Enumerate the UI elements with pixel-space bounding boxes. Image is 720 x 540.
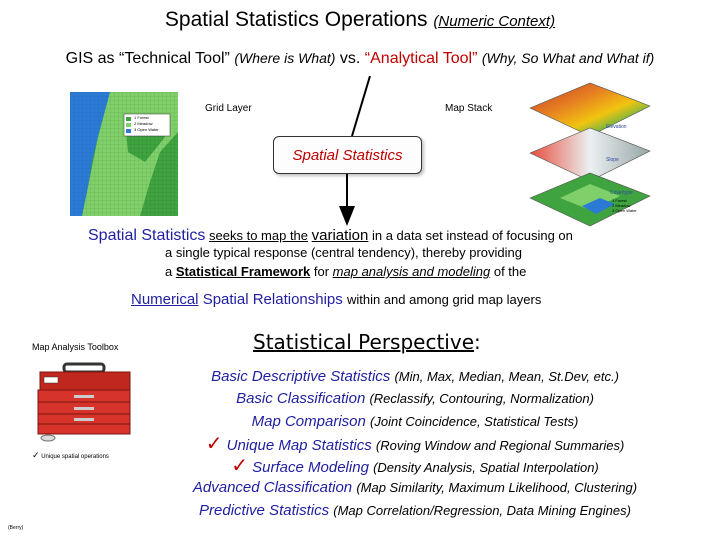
definition-text: seeks to map the <box>209 228 309 243</box>
map-stack-image <box>529 82 651 227</box>
operation-detail: (Joint Coincidence, Statistical Tests) <box>370 413 579 429</box>
definition-line-2: a single typical response (central tende… <box>165 245 522 260</box>
operation-label: Unique Map Statistics <box>226 436 372 454</box>
definition-line-3: a Statistical Framework for map analysis… <box>165 264 526 279</box>
flow-arrows <box>339 76 371 226</box>
covertype-legend: 1 Forest 2 Meadow 3 Open Water <box>612 198 637 213</box>
list-item: Map Comparison (Joint Coincidence, Stati… <box>165 411 665 433</box>
operation-label: Basic Classification <box>236 390 366 408</box>
arrow-down-head <box>339 206 355 226</box>
list-item: Basic Descriptive Statistics (Min, Max, … <box>165 366 665 388</box>
grid-layer-label: Grid Layer <box>205 103 252 114</box>
operation-label: Surface Modeling <box>252 459 369 477</box>
check-icon: ✓ <box>205 432 223 455</box>
subtitle-analytical-note: (Why, So What and What if) <box>481 50 655 66</box>
grid-layer-map <box>70 92 178 216</box>
operation-detail: (Reclassify, Contouring, Normalization) <box>369 391 594 407</box>
numerical-relationships: Numerical Spatial Relationships within a… <box>131 291 541 308</box>
toolbox-label: Map Analysis Toolbox <box>32 342 119 352</box>
operation-detail: (Roving Window and Regional Summaries) <box>375 437 625 453</box>
toolbox-handle <box>62 362 106 374</box>
grid-legend-item: 1 Forest <box>134 115 149 120</box>
grid-legend-item: 2 Meadow <box>134 121 153 126</box>
title-sub: (Numeric Context) <box>433 13 556 30</box>
covertype-legend-item: 2 Meadow <box>612 203 631 208</box>
covertype-legend-item: 1 Forest <box>612 198 627 203</box>
definition-text: a <box>165 264 173 279</box>
list-item: Basic Classification (Reclassify, Contou… <box>165 388 665 410</box>
slide-title: Spatial Statistics Operations (Numeric C… <box>0 8 720 32</box>
definition-term: Spatial Statistics <box>88 227 206 244</box>
slide-subtitle: GIS as “Technical Tool” (Where is What) … <box>0 50 720 68</box>
list-item: ✓ Surface Modeling (Density Analysis, Sp… <box>165 455 665 477</box>
definition-line-1: Spatial Statistics seeks to map the vari… <box>88 227 573 245</box>
operation-detail: (Map Similarity, Maximum Likelihood, Clu… <box>356 480 638 496</box>
definition-text: of the <box>493 264 527 279</box>
unique-operations-note: ✓ Unique spatial operations <box>32 450 109 461</box>
map-stack-label: Map Stack <box>445 103 493 114</box>
subtitle-technical-note: (Where is What) <box>234 50 336 66</box>
layer-label-elevation: Elevation <box>606 124 627 130</box>
operation-detail: (Density Analysis, Spatial Interpolation… <box>373 460 599 476</box>
definition-variation: variation <box>311 227 369 244</box>
definition-text: in a data set instead of focusing on <box>371 228 573 243</box>
grid-legend-item: 3 Open Water <box>134 127 159 132</box>
perspective-heading: Statistical Perspective: <box>253 330 481 354</box>
author-credit: (Berry) <box>8 525 24 531</box>
operation-label: Predictive Statistics <box>199 501 330 519</box>
title-main: Spatial Statistics Operations <box>164 8 428 31</box>
perspective-colon: : <box>474 330 481 354</box>
check-icon: ✓ <box>32 450 40 460</box>
toolbox-image <box>37 362 131 442</box>
perspective-title: Statistical Perspective <box>253 330 475 354</box>
numerical-word: Numerical <box>131 291 199 308</box>
unique-operations-text: Unique spatial operations <box>41 454 109 460</box>
grid-legend: 1 Forest 2 Meadow 3 Open Water <box>134 115 159 133</box>
arrow-in-line <box>351 76 371 137</box>
list-item: Predictive Statistics (Map Correlation/R… <box>165 500 665 522</box>
statistical-framework: Statistical Framework <box>175 264 311 279</box>
operation-detail: (Min, Max, Median, Mean, St.Dev, etc.) <box>394 369 619 384</box>
subtitle-vs: vs. <box>339 50 361 67</box>
operations-list: Basic Descriptive Statistics (Min, Max, … <box>165 366 665 522</box>
layer-label-slope: Slope <box>606 157 619 163</box>
operation-detail: (Map Correlation/Regression, Data Mining… <box>333 502 631 518</box>
numerical-rest: within and among grid map layers <box>346 292 542 307</box>
covertype-legend-item: 3 Open Water <box>612 208 637 213</box>
definition-text: for <box>313 264 330 279</box>
subtitle-analytical: “Analytical Tool” <box>364 50 478 67</box>
list-item: Advanced Classification (Map Similarity,… <box>165 477 665 499</box>
numerical-phrase: Spatial Relationships <box>202 291 343 308</box>
spatial-statistics-box: Spatial Statistics <box>273 136 422 174</box>
operation-label: Basic Descriptive Statistics <box>211 368 391 385</box>
list-item: ✓ Unique Map Statistics (Roving Window a… <box>165 433 665 455</box>
check-icon: ✓ <box>231 455 248 478</box>
map-analysis-modeling: map analysis and modeling <box>332 264 491 279</box>
layer-label-covertype: Covertype <box>610 190 633 196</box>
operation-label: Advanced Classification <box>192 479 353 497</box>
operation-label: Map Comparison <box>251 412 366 430</box>
subtitle-technical: GIS as “Technical Tool” <box>65 50 230 67</box>
